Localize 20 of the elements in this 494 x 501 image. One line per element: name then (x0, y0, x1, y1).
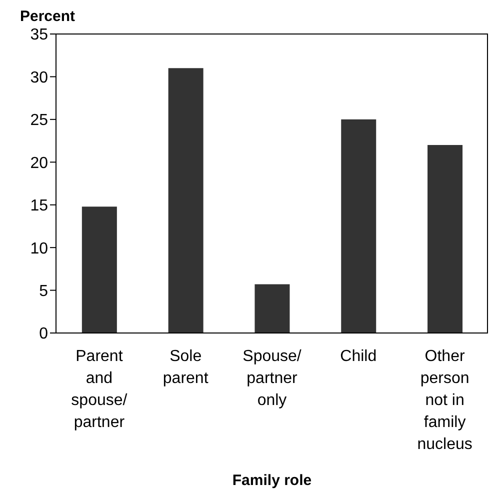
bar (428, 145, 463, 333)
x-tick-label: Spouse/ partner only (242, 348, 302, 409)
y-tick-label: 0 (39, 326, 48, 343)
y-tick-label: 35 (30, 26, 48, 44)
y-tick-label: 25 (30, 112, 48, 130)
y-tick-label: 15 (30, 198, 48, 215)
y-tick-label: 10 (30, 240, 48, 258)
x-tick-label: Sole parent (162, 348, 209, 387)
x-tick-label: Other person not in family nucleus (417, 348, 472, 453)
y-tick-label: 5 (39, 282, 48, 300)
bar (254, 284, 290, 333)
x-axis-title: Family role (232, 472, 312, 489)
bar (341, 119, 376, 333)
bar (168, 68, 204, 333)
x-tick-label: Child (340, 348, 377, 365)
y-tick-label: 30 (30, 69, 48, 86)
x-tick-label: Parent and spouse/ partner (71, 348, 128, 431)
bar (82, 206, 117, 333)
y-axis-title: Percent (20, 8, 76, 25)
y-tick-label: 20 (30, 154, 48, 172)
